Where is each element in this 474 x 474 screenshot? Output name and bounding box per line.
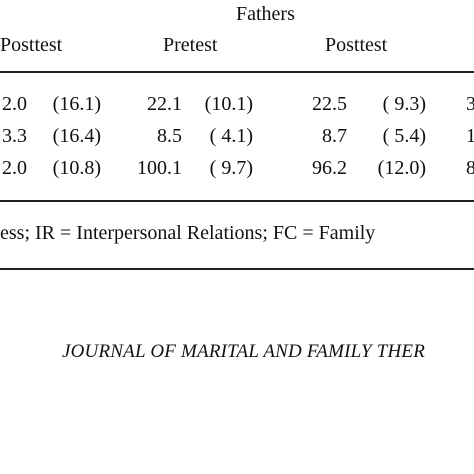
cell-mean: 22.1 [147,93,182,115]
cell-sd: (16.4) [52,125,101,147]
column-heading: Posttest [325,34,388,56]
cell-sd: (10.8) [52,157,101,179]
column-heading: Posttest [0,34,63,56]
cell-mean: 2.0 [2,93,27,115]
cell-partial: 3 [466,93,474,115]
cell-sd: ( 4.1) [209,125,253,147]
rule [0,268,474,270]
running-footer: JOURNAL OF MARITAL AND FAMILY THER [62,341,426,362]
cell-mean: 22.5 [312,93,347,115]
cell-mean: 8.5 [157,125,182,147]
table-note: ess; IR = Interpersonal Relations; FC = … [0,222,376,244]
rule [0,200,474,202]
cell-mean: 2.0 [2,157,27,179]
cell-sd: ( 9.7) [209,157,253,179]
cell-sd: (10.1) [204,93,253,115]
group-heading: Fathers [236,3,295,25]
cell-mean: 100.1 [137,157,182,179]
cell-mean: 8.7 [322,125,347,147]
cell-mean: 96.2 [312,157,347,179]
cell-sd: ( 9.3) [382,93,426,115]
cell-sd: (16.1) [52,93,101,115]
cell-partial: 8 [466,157,474,179]
cell-partial: 1 [466,125,474,147]
cell-sd: ( 5.4) [382,125,426,147]
cell-sd: (12.0) [377,157,426,179]
cell-mean: 3.3 [2,125,27,147]
column-heading: Pretest [163,34,218,56]
rule [0,71,474,73]
